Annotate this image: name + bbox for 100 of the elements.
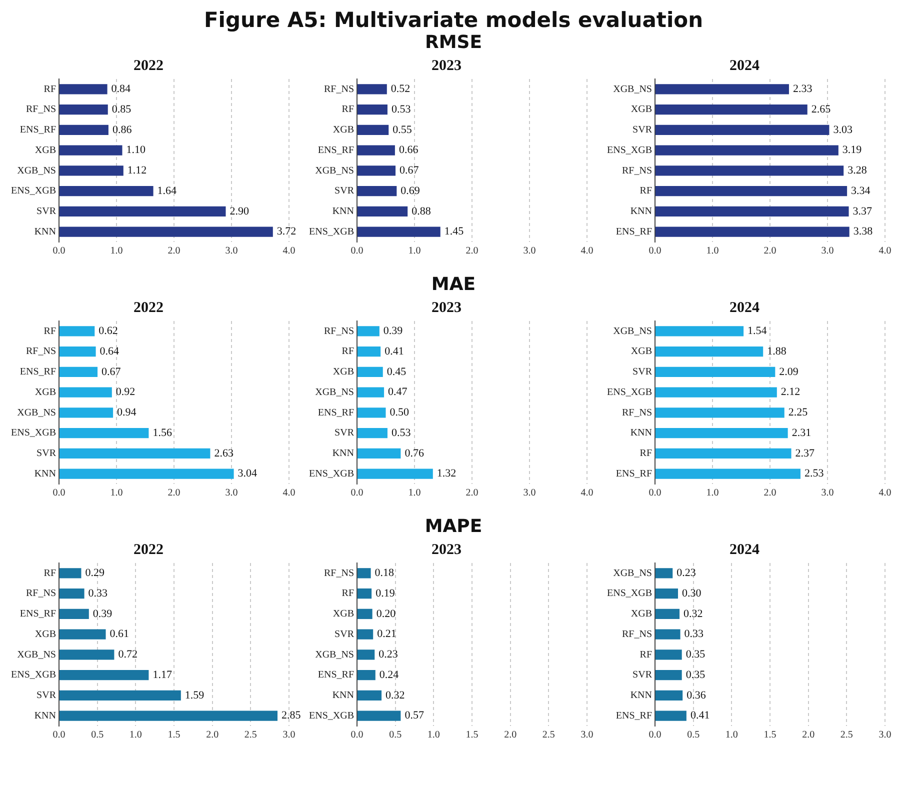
data-label: 0.53	[391, 426, 412, 439]
y-tick-label: XGB_NS	[17, 649, 56, 660]
bar	[59, 568, 82, 578]
x-tick-label: 0.0	[52, 730, 66, 741]
x-tick-label: 4.0	[878, 488, 892, 499]
data-label: 3.28	[848, 164, 868, 177]
x-tick-label: 0.5	[91, 730, 104, 741]
bar	[59, 710, 278, 721]
y-tick-label: RF_NS	[622, 407, 652, 418]
bar	[655, 104, 808, 115]
y-tick-label: XGB_NS	[613, 568, 652, 579]
y-tick-label: RF_NS	[324, 568, 354, 579]
x-tick-label: 3.0	[523, 488, 536, 499]
y-tick-label: ENS_RF	[616, 468, 652, 480]
y-tick-label: ENS_RF	[616, 710, 652, 722]
y-tick-label: RF	[44, 326, 56, 337]
x-tick-label: 1.0	[408, 246, 421, 257]
chart-subtitle: MAE	[430, 274, 477, 295]
data-label: 0.85	[112, 103, 132, 116]
chart-title: 2024	[730, 300, 760, 316]
y-tick-label: ENS_RF	[20, 366, 56, 378]
y-tick-label: XGB_NS	[613, 84, 652, 95]
y-tick-label: ENS_RF	[20, 608, 56, 620]
y-tick-label: ENS_RF	[616, 226, 652, 238]
x-tick-label: 1.0	[129, 730, 142, 741]
chart-title: 2022	[134, 58, 164, 74]
x-tick-label: 0.0	[648, 246, 662, 257]
y-tick-label: ENS_XGB	[10, 186, 56, 197]
bar	[59, 366, 98, 378]
x-tick-label: 1.0	[408, 488, 421, 499]
bar	[655, 206, 849, 217]
bar	[357, 408, 386, 418]
x-tick-label: 3.0	[821, 246, 834, 257]
x-tick-label: 4.0	[282, 246, 296, 257]
data-label: 0.67	[102, 366, 122, 378]
data-label: 0.61	[110, 628, 130, 640]
bar	[59, 629, 106, 640]
data-label: 1.45	[444, 226, 464, 238]
bar	[357, 84, 387, 94]
chart-title: 2024	[730, 58, 760, 74]
x-tick-label: 4.0	[580, 246, 594, 257]
x-tick-label: 1.0	[110, 246, 123, 257]
data-label: 1.59	[184, 689, 205, 702]
y-tick-label: KNN	[630, 428, 652, 439]
data-label: 0.39	[383, 325, 404, 338]
bar	[655, 186, 848, 196]
bar	[357, 670, 376, 680]
data-label: 2.85	[282, 710, 302, 722]
chart-title: 2024	[730, 542, 760, 558]
data-label: 0.39	[92, 608, 113, 620]
x-tick-label: 4.0	[580, 488, 594, 499]
data-label: 0.84	[111, 83, 132, 96]
bar	[357, 568, 371, 578]
x-tick-label: 1.0	[725, 730, 738, 741]
x-tick-label: 2.5	[840, 730, 853, 741]
x-tick-label: 2.0	[504, 730, 517, 741]
bar	[357, 206, 408, 217]
data-label: 0.30	[682, 587, 702, 600]
data-label: 0.24	[379, 668, 400, 681]
bar	[59, 690, 181, 701]
y-tick-label: KNN	[34, 226, 56, 238]
y-tick-label: ENS_XGB	[10, 670, 56, 681]
bar	[59, 206, 226, 217]
data-label: 1.17	[152, 668, 172, 681]
data-label: 0.67	[400, 164, 420, 177]
x-tick-label: 3.0	[225, 488, 238, 499]
y-tick-label: KNN	[34, 468, 56, 480]
bar	[59, 346, 96, 357]
data-label: 3.19	[842, 144, 862, 156]
bar	[59, 186, 154, 196]
bar	[357, 468, 433, 479]
bar	[357, 690, 382, 701]
data-label: 0.69	[400, 184, 420, 197]
bar	[59, 428, 149, 438]
chart-title: 2022	[134, 300, 164, 316]
x-tick-label: 0.0	[350, 730, 364, 741]
y-tick-label: ENS_XGB	[606, 386, 652, 398]
y-tick-label: XGB	[630, 608, 652, 620]
chart-subtitle: MAPE	[424, 516, 484, 537]
data-label: 3.38	[853, 226, 874, 238]
data-label: 0.32	[386, 689, 405, 702]
y-tick-label: RF_NS	[26, 104, 56, 116]
y-tick-label: RF	[640, 186, 652, 197]
chart-title: 2023	[432, 58, 462, 74]
bar	[59, 468, 234, 479]
bar	[59, 608, 89, 620]
bar	[357, 650, 375, 660]
x-tick-label: 2.0	[466, 488, 478, 499]
bar	[59, 104, 108, 115]
data-label: 0.36	[686, 689, 706, 702]
data-label: 0.23	[378, 648, 398, 661]
y-tick-label: XGB	[332, 366, 354, 378]
bar	[357, 387, 384, 398]
data-label: 0.76	[404, 447, 424, 460]
data-label: 0.29	[85, 567, 105, 580]
data-label: 0.62	[98, 325, 118, 338]
x-tick-label: 0.0	[52, 488, 66, 499]
y-tick-label: ENS_RF	[318, 407, 354, 418]
x-tick-label: 4.0	[282, 488, 296, 499]
x-tick-label: 3.0	[523, 246, 536, 257]
